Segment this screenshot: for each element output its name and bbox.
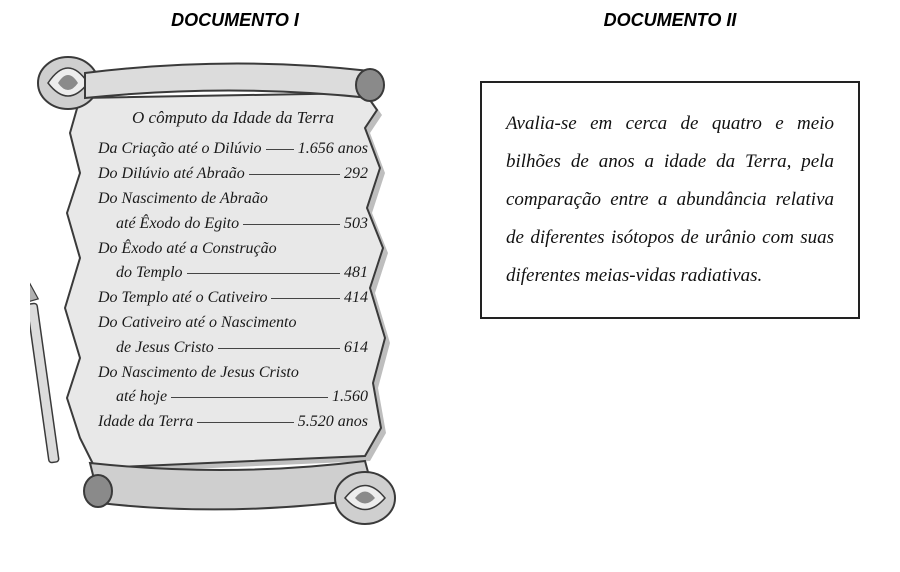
scroll-row: Do Êxodo até a Construção <box>98 237 368 262</box>
document-1-column: DOCUMENTO I <box>0 0 440 543</box>
scroll-row-value: 414 <box>344 286 368 311</box>
scroll-row: Do Dilúvio até Abraão 292 <box>98 162 368 187</box>
scroll-parchment: O cômputo da Idade da Terra Da Criação a… <box>30 43 410 543</box>
scroll-row: Do Cativeiro até o Nascimento <box>98 311 368 336</box>
scroll-row: do Templo 481 <box>98 261 368 286</box>
scroll-row-leader <box>249 174 340 175</box>
scroll-row-label: Do Nascimento de Jesus Cristo <box>98 361 299 386</box>
scroll-title: O cômputo da Idade da Terra <box>98 105 368 131</box>
document-2-heading: DOCUMENTO II <box>440 10 900 31</box>
scroll-row-value: 614 <box>344 336 368 361</box>
scroll-rows: Da Criação até o Dilúvio1.656 anosDo Dil… <box>98 137 368 435</box>
scroll-row-leader <box>171 397 328 398</box>
scroll-row-label: do Templo <box>116 261 183 286</box>
document-2-box: Avalia-se em cerca de quatro e meio bilh… <box>480 81 860 319</box>
scroll-row-leader <box>243 224 340 225</box>
document-2-text: Avalia-se em cerca de quatro e meio bilh… <box>506 113 834 286</box>
scroll-row: de Jesus Cristo 614 <box>98 336 368 361</box>
scroll-row-label: Idade da Terra <box>98 410 193 435</box>
scroll-row: até Êxodo do Egito 503 <box>98 212 368 237</box>
document-2-column: DOCUMENTO II Avalia-se em cerca de quatr… <box>440 0 900 543</box>
scroll-row-value: 481 <box>344 261 368 286</box>
scroll-row: Do Nascimento de Jesus Cristo <box>98 361 368 386</box>
scroll-row-label: Do Êxodo até a Construção <box>98 237 277 262</box>
scroll-row-value: 292 <box>344 162 368 187</box>
scroll-row-leader <box>271 298 340 299</box>
scroll-row-label: Do Nascimento de Abraão <box>98 187 268 212</box>
scroll-row-value: 5.520 anos <box>298 410 368 435</box>
scroll-text-block: O cômputo da Idade da Terra Da Criação a… <box>98 105 368 435</box>
scroll-row-label: até hoje <box>116 385 167 410</box>
scroll-row-value: 503 <box>344 212 368 237</box>
scroll-row-leader <box>197 422 293 423</box>
document-1-heading: DOCUMENTO I <box>30 10 440 31</box>
scroll-row: Do Templo até o Cativeiro 414 <box>98 286 368 311</box>
scroll-row: até hoje 1.560 <box>98 385 368 410</box>
scroll-row-label: Do Templo até o Cativeiro <box>98 286 267 311</box>
page-container: DOCUMENTO I <box>0 0 900 543</box>
scroll-row-leader <box>187 273 340 274</box>
scroll-row-leader <box>218 348 340 349</box>
scroll-row-label: Do Dilúvio até Abraão <box>98 162 245 187</box>
scroll-row-label: de Jesus Cristo <box>116 336 214 361</box>
scroll-row-leader <box>266 149 294 150</box>
scroll-row-label: Da Criação até o Dilúvio <box>98 137 262 162</box>
scroll-row-label: Do Cativeiro até o Nascimento <box>98 311 297 336</box>
scroll-row-value: 1.656 anos <box>298 137 368 162</box>
scroll-row: Da Criação até o Dilúvio 1.656 anos <box>98 137 368 162</box>
scroll-row-value: 1.560 <box>332 385 368 410</box>
scroll-row-label: até Êxodo do Egito <box>116 212 239 237</box>
scroll-row: Idade da Terra 5.520 anos <box>98 410 368 435</box>
scroll-row: Do Nascimento de Abraão <box>98 187 368 212</box>
